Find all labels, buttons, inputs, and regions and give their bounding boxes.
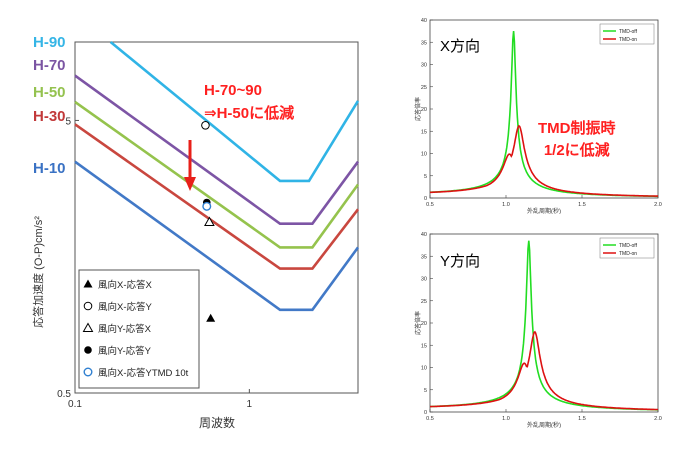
legend-marker [83,367,93,377]
criteria-line-h-50 [74,100,360,249]
x-tick-label: 0.5 [426,202,434,208]
legend-marker [83,301,93,311]
x-tick-label: 2.0 [654,416,662,422]
y-tick-label: 40 [421,18,427,24]
legend-label: TMD-on [619,37,637,43]
legend-label: 風向X-応答YTMD 10t [98,367,189,379]
line-label-h90: H-90 [33,34,66,51]
x-axis-title: 外乱周期(秒) [527,207,561,214]
data-marker [202,201,212,211]
legend-label: TMD-off [619,29,638,35]
legend-marker [83,279,93,288]
legend-label: 風向Y-応答X [98,323,152,335]
y-tick-label: 5 [424,388,427,394]
y-tick-label: 20 [421,107,427,113]
data-marker [206,313,216,322]
legend-label: TMD-off [619,243,638,249]
x-tick-label: 1.0 [502,202,510,208]
y-axis-title: 応答倍率 [414,97,422,121]
y-direction-title: Y方向 [440,253,481,270]
y-tick-label: 10 [421,152,427,158]
x-tick-label: 0.1 [68,399,82,410]
legend-label: 風向X-応答Y [98,301,153,313]
line-label-h10: H-10 [33,160,66,177]
legend-label: 風向Y-応答Y [98,345,152,357]
x-tick-label: 1.5 [578,202,586,208]
criteria-line-h-90 [109,40,360,183]
vibration-criteria-chart: 0.1 1 0.5 5 H-90 H-70 H-50 H-30 H-10 応答加速度 … [31,34,360,430]
data-marker [204,216,215,227]
response-curve-tmd-on [429,124,658,197]
reduction-arrow [184,140,196,191]
plot-frame [429,233,659,413]
y-tick-label: 25 [421,85,427,91]
legend-label: 風向X-応答X [98,279,153,291]
y-axis-title: 応答加速度 (O-P)cm/s² [31,216,45,328]
x-tick-label: 2.0 [654,202,662,208]
y-tick-label: 10 [421,366,427,372]
y-tick-label: 5 [424,174,427,180]
criteria-line-h-70 [74,74,360,225]
y-tick-label: 35 [421,254,427,260]
y-tick-label: 0.5 [57,389,71,400]
x-axis-title: 外乱周期(秒) [527,421,561,428]
x-tick-label: 1 [247,399,253,410]
x-tick-label: 1.5 [578,416,586,422]
y-tick-label: 35 [421,40,427,46]
legend-label: TMD-on [619,251,637,257]
y-tick-label: 30 [421,63,427,69]
legend-marker [84,346,92,354]
y-tick-label: 15 [421,343,427,349]
y-tick-label: 40 [421,232,427,238]
y-tick-label: 20 [421,321,427,327]
y-tick-label: 0 [424,196,427,202]
criteria-line-h-10 [74,160,360,312]
x-direction-response-chart: 0 5 10 15 20 25 30 35 40 0.5 1.0 1.5 2.0 外乱周期(秒) 応答倍率 T… [414,18,662,214]
y-tick-label: 0 [424,410,427,416]
y-tick-label: 15 [421,129,427,135]
y-direction-response-chart: 0 5 10 15 20 25 30 35 40 0.5 1.0 1.5 2.0 外乱周期(秒) 応答倍率 T… [414,232,662,428]
line-label-h70: H-70 [33,57,66,74]
reduction-annotation: H-70~90 ⇒H-50に低減 [204,82,295,122]
x-tick-label: 1.0 [502,416,510,422]
x-tick-label: 0.5 [426,416,434,422]
data-marker [201,120,210,130]
y-tick-label: 5 [65,116,71,127]
x-direction-title: X方向 [440,38,481,55]
y-tick-label: 25 [421,299,427,305]
legend: 風向X-応答X 風向X-応答Y 風向Y-応答X 風向Y-応答Y 風向X-応答YTMD 1… [78,269,200,389]
legend-marker [82,322,94,332]
plot-frame [429,19,659,199]
criteria-line-h-30 [74,123,360,270]
line-label-h30: H-30 [33,108,66,125]
tmd-annotation: TMD制振時 1/2に低減 [538,120,616,159]
line-label-h50: H-50 [33,84,66,101]
y-axis-title: 応答倍率 [414,311,422,335]
response-curve-tmd-on [430,330,659,411]
y-tick-label: 30 [421,277,427,283]
x-axis-title: 周波数 [199,415,235,430]
